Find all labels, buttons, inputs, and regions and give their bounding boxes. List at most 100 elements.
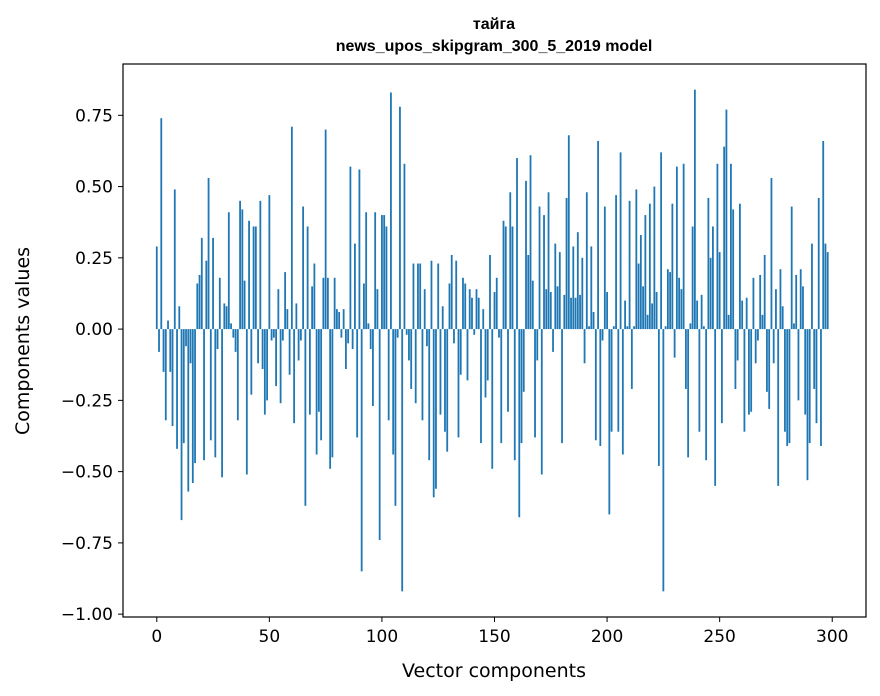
- bar: [721, 329, 723, 424]
- bar: [655, 292, 658, 330]
- bar: [504, 226, 507, 330]
- bar: [441, 306, 444, 330]
- bar: [252, 226, 255, 330]
- bar: [162, 329, 165, 372]
- bar: [207, 178, 210, 330]
- bar: [468, 289, 471, 330]
- bar: [799, 269, 802, 330]
- bar: [412, 263, 415, 330]
- bar: [601, 329, 604, 341]
- bar: [610, 329, 613, 432]
- bar: [597, 140, 599, 330]
- bar: [378, 329, 381, 541]
- bar: [817, 197, 820, 330]
- bar: [790, 206, 793, 330]
- bar: [664, 326, 667, 330]
- bar: [430, 260, 433, 330]
- y-tick-label: −0.50: [61, 463, 113, 483]
- bar: [187, 329, 190, 492]
- bar: [644, 215, 647, 330]
- bar: [385, 226, 388, 330]
- bar: [250, 329, 253, 395]
- bar: [709, 257, 712, 330]
- bar: [284, 272, 287, 330]
- bar: [642, 286, 644, 330]
- bar: [660, 152, 663, 330]
- chart-subtitle: news_upos_skipgram_300_5_2019 model: [336, 38, 653, 55]
- bar: [806, 329, 809, 481]
- bar: [423, 289, 426, 330]
- bar: [822, 140, 825, 330]
- bar: [826, 252, 829, 330]
- bar: [662, 329, 665, 592]
- bar: [173, 189, 176, 330]
- bar: [308, 329, 311, 415]
- bar: [691, 226, 694, 330]
- bar: [739, 203, 741, 330]
- bar: [547, 192, 550, 330]
- bar: [234, 329, 237, 352]
- bar: [239, 200, 241, 330]
- bar: [603, 206, 606, 330]
- bar: [322, 277, 325, 330]
- bar: [500, 329, 503, 444]
- bar: [680, 289, 683, 330]
- bar: [455, 260, 458, 330]
- bar: [254, 226, 257, 330]
- bar: [367, 323, 370, 330]
- x-tick-label: 150: [478, 627, 510, 647]
- bar: [766, 329, 768, 392]
- bar: [345, 329, 347, 370]
- bar: [763, 254, 766, 330]
- bar: [200, 237, 203, 330]
- bar: [365, 212, 368, 330]
- bar: [169, 329, 172, 372]
- bar: [405, 329, 408, 335]
- bar: [372, 329, 374, 407]
- bar: [182, 329, 185, 444]
- bar: [435, 329, 437, 489]
- bar: [171, 329, 174, 427]
- bar: [648, 203, 651, 330]
- bar: [666, 269, 669, 330]
- bar: [387, 329, 390, 421]
- bar: [516, 158, 518, 330]
- bar: [480, 329, 482, 444]
- plot-frame: [122, 63, 867, 618]
- bar: [493, 292, 496, 330]
- x-tick-label: 300: [816, 627, 848, 647]
- bar: [770, 178, 773, 330]
- bar: [594, 329, 597, 441]
- bar: [221, 329, 223, 478]
- bar: [185, 329, 187, 347]
- bar: [730, 163, 732, 330]
- bar: [453, 329, 455, 344]
- bar: [459, 329, 462, 375]
- bar: [554, 243, 557, 330]
- bar: [525, 180, 527, 330]
- bar: [669, 272, 672, 330]
- bar: [772, 329, 775, 364]
- bar: [808, 329, 811, 444]
- y-tick-label: −0.75: [61, 534, 113, 554]
- bar: [732, 209, 735, 330]
- bar: [761, 314, 764, 330]
- bar: [777, 329, 780, 486]
- bar: [585, 192, 588, 330]
- bar: [502, 220, 505, 330]
- bar: [718, 252, 721, 330]
- bar: [689, 323, 692, 330]
- bar: [687, 329, 690, 458]
- bar: [534, 329, 536, 438]
- bar: [338, 311, 341, 330]
- bar: [608, 329, 611, 515]
- bar: [651, 303, 654, 330]
- x-tick-label: 50: [259, 627, 281, 647]
- bar: [290, 126, 293, 330]
- bar: [745, 297, 748, 330]
- bar: [633, 326, 635, 330]
- bar: [657, 329, 660, 466]
- bar: [315, 329, 318, 455]
- bar: [716, 163, 719, 330]
- bar: [342, 309, 345, 330]
